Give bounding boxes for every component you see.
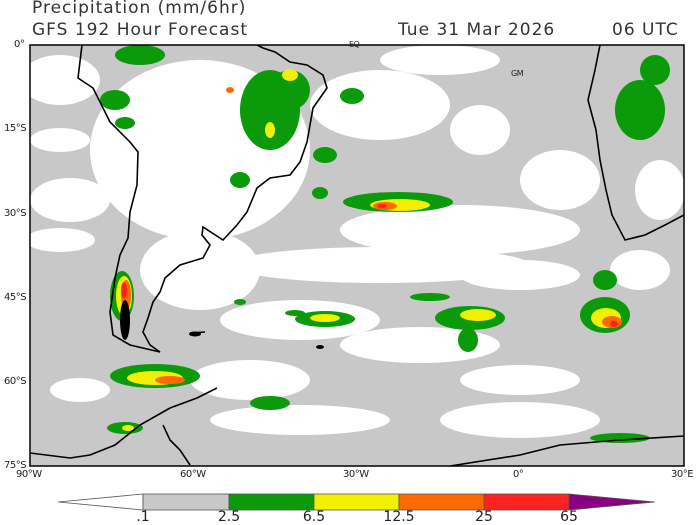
colorbar [57, 493, 656, 511]
coastlines [30, 45, 684, 466]
lat-label-75s: 75°S [4, 460, 27, 471]
lat-label-30s: 30°S [4, 208, 27, 219]
colorbar-red [483, 493, 570, 511]
no-precip-areas [30, 45, 684, 438]
colorbar-orange [398, 493, 485, 511]
lat-label-45s: 45°S [4, 292, 27, 303]
lon-label-30e: 30°E [671, 469, 694, 480]
colorbar-yellow [313, 493, 400, 511]
colorbar-green [228, 493, 315, 511]
greenwich-annotation: GM [511, 69, 524, 78]
lon-label-90w: 90°W [16, 469, 42, 480]
valid-time: 06 UTC [612, 20, 679, 40]
colorbar-white [57, 493, 144, 511]
colorbar-gray [142, 493, 230, 511]
colorbar-tick-2-5: 2.5 [217, 509, 241, 525]
colorbar-tick-25: 25 [475, 509, 493, 525]
colorbar-purple [568, 493, 656, 511]
map-title: Precipitation (mm/6hr) [32, 0, 247, 18]
lon-label-30w: 30°W [343, 469, 369, 480]
colorbar-tick-6-5: 6.5 [302, 509, 326, 525]
map-field [30, 45, 684, 466]
lon-label-60w: 60°W [180, 469, 206, 480]
precip-25-to-65 [121, 204, 618, 327]
equator-annotation: EQ [349, 40, 360, 49]
map-frame [29, 44, 685, 467]
africa-coastline [587, 45, 684, 241]
colorbar-tick-12-5: 12.5 [383, 509, 415, 525]
islands [120, 300, 324, 349]
south-america-coastline [77, 45, 328, 353]
valid-date: Tue 31 Mar 2026 [398, 20, 556, 40]
lat-label-15s: 15°S [4, 123, 27, 134]
colorbar-tick-0-1: .1 [136, 509, 150, 525]
lon-label-0: 0° [513, 469, 524, 480]
lat-label-0: 0° [14, 39, 25, 50]
antarctica-coastline [30, 387, 684, 466]
forecast-label: GFS 192 Hour Forecast [32, 20, 248, 40]
lat-label-60s: 60°S [4, 376, 27, 387]
colorbar-tick-65: 65 [560, 509, 578, 525]
